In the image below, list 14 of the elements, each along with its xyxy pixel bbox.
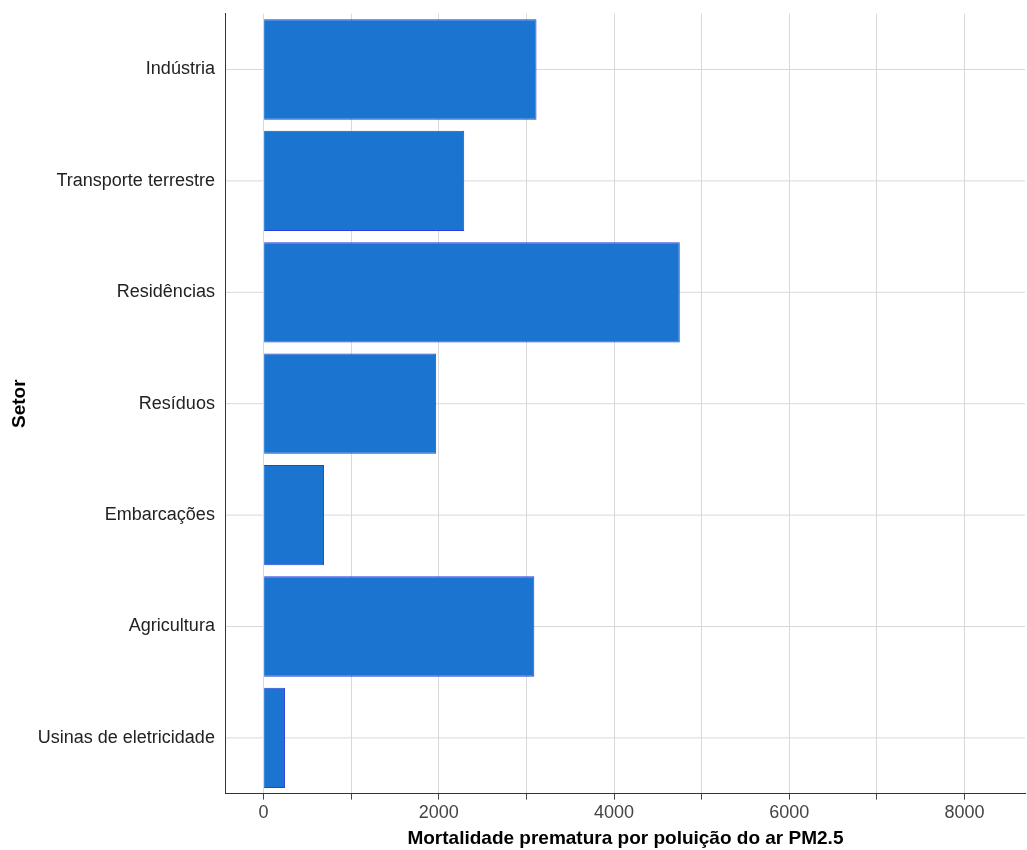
y-axis-title: Setor	[7, 378, 29, 428]
y-tick-label: Indústria	[145, 58, 216, 79]
y-tick-label: Resíduos	[138, 392, 215, 413]
x-tick-label: 8000	[944, 802, 985, 823]
x-tick-label: 2000	[418, 802, 459, 823]
x-tick-label: 0	[258, 802, 269, 823]
y-tick-label: Usinas de eletricidade	[37, 726, 215, 747]
y-tick-label: Embarcações	[104, 504, 215, 525]
x-tick-label: 4000	[594, 802, 635, 823]
x-axis-title: Mortalidade prematura por poluição do ar PM2.5	[407, 826, 844, 848]
x-tick-label: 6000	[769, 802, 810, 823]
y-tick-label: Residências	[116, 281, 215, 302]
y-tick-label: Agricultura	[128, 615, 216, 636]
y-tick-label: Transporte terrestre	[56, 169, 215, 190]
